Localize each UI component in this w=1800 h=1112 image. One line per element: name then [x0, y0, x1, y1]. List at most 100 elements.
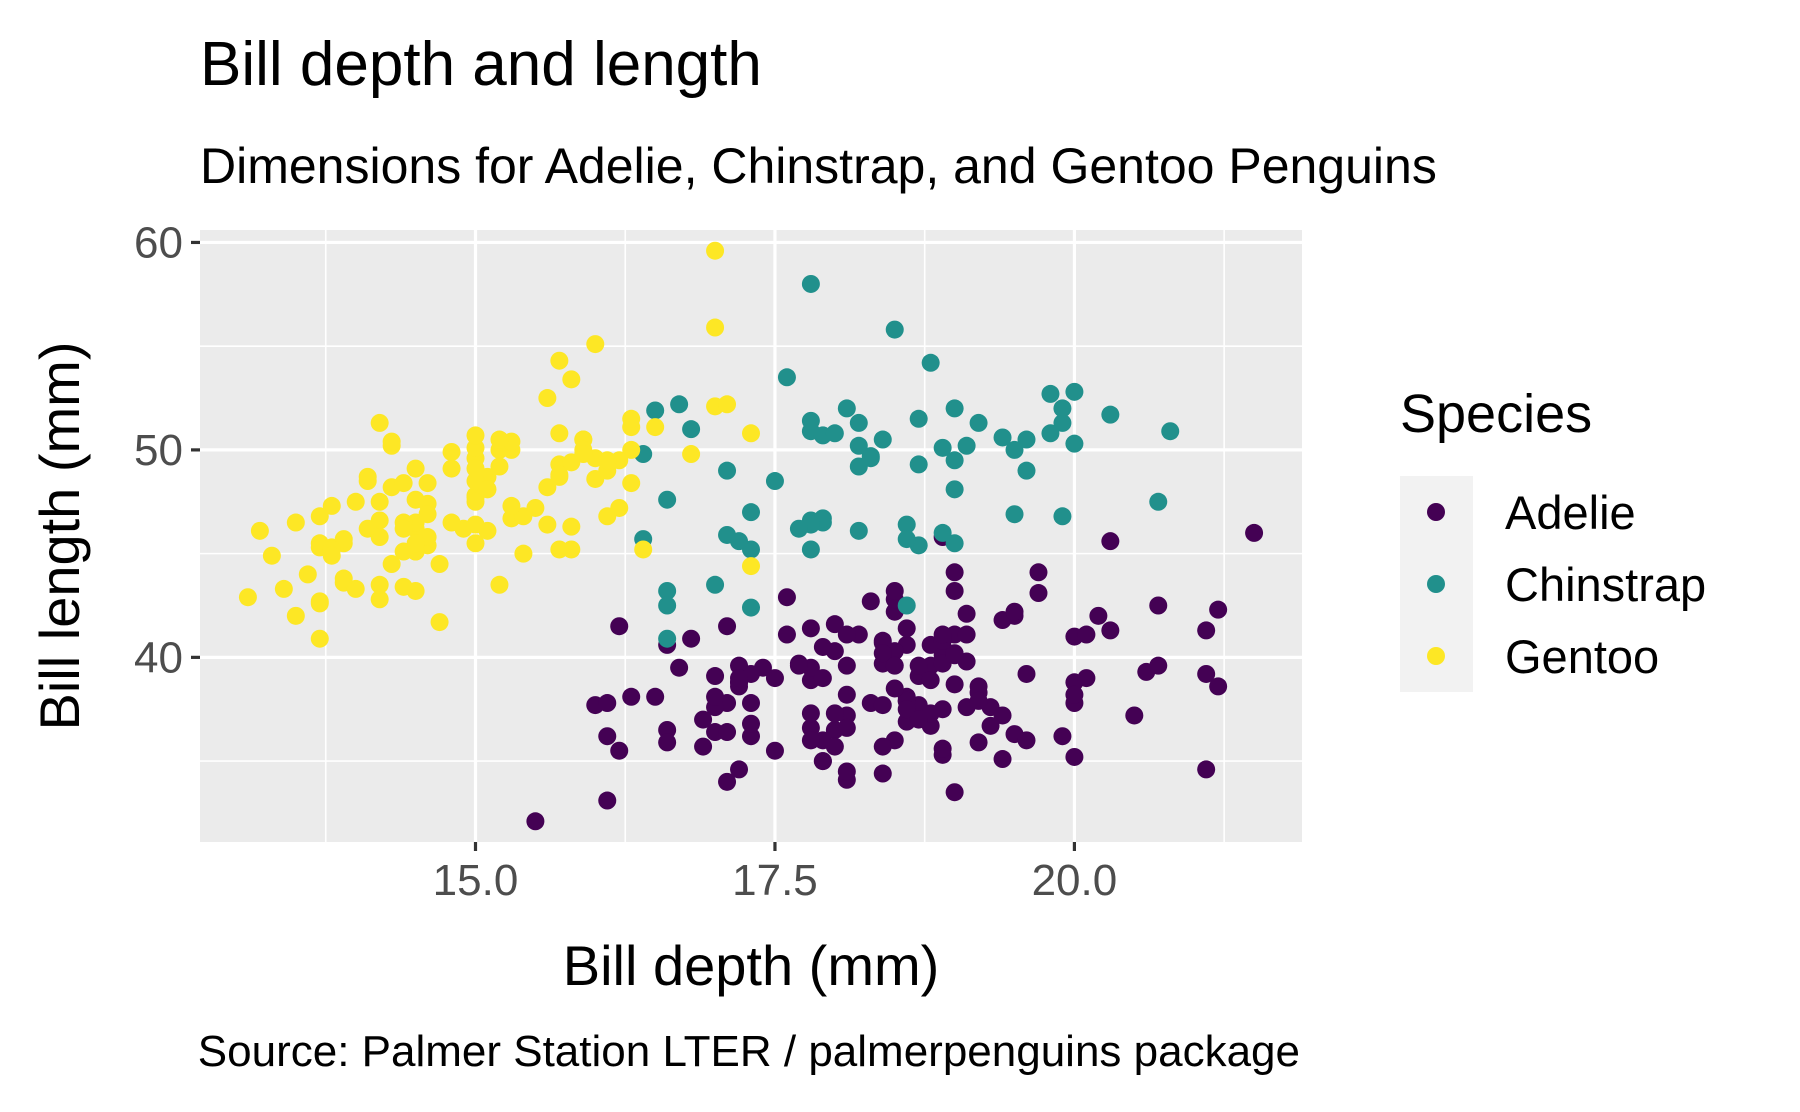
- data-point-adelie: [706, 687, 725, 706]
- data-point-adelie: [598, 694, 617, 713]
- data-point-adelie: [897, 619, 916, 638]
- data-point-gentoo: [574, 445, 593, 464]
- legend-key-chinstrap: [1427, 575, 1445, 593]
- data-point-chinstrap: [658, 490, 677, 509]
- x-axis-label: Bill depth (mm): [563, 934, 940, 997]
- data-point-gentoo: [538, 515, 557, 534]
- data-point-adelie: [969, 733, 988, 752]
- data-point-adelie: [1209, 677, 1228, 696]
- data-point-adelie: [730, 760, 749, 779]
- data-point-chinstrap: [933, 523, 952, 542]
- data-point-gentoo: [430, 555, 449, 574]
- data-point-adelie: [801, 619, 820, 638]
- data-point-chinstrap: [957, 436, 976, 455]
- chart-caption: Source: Palmer Station LTER / palmerpeng…: [198, 1027, 1300, 1076]
- data-point-adelie: [969, 691, 988, 710]
- data-point-gentoo: [562, 370, 581, 389]
- data-point-gentoo: [622, 409, 641, 428]
- data-point-chinstrap: [682, 420, 701, 439]
- data-point-adelie: [682, 629, 701, 648]
- data-point-chinstrap: [873, 430, 892, 449]
- data-point-chinstrap: [1017, 430, 1036, 449]
- data-point-adelie: [921, 671, 940, 690]
- data-point-chinstrap: [1149, 492, 1168, 511]
- data-point-chinstrap: [897, 515, 916, 534]
- data-point-adelie: [957, 604, 976, 623]
- data-point-adelie: [933, 625, 952, 644]
- data-point-adelie: [718, 617, 737, 636]
- data-point-gentoo: [502, 496, 521, 515]
- data-point-adelie: [873, 696, 892, 715]
- data-point-chinstrap: [789, 519, 808, 538]
- major-gridlines: [200, 230, 1302, 842]
- data-point-adelie: [598, 727, 617, 746]
- data-point-adelie: [837, 625, 856, 644]
- data-point-adelie: [765, 669, 784, 688]
- data-point-adelie: [1077, 625, 1096, 644]
- data-point-gentoo: [370, 575, 389, 594]
- data-point-chinstrap: [969, 413, 988, 432]
- data-point-gentoo: [310, 592, 329, 611]
- data-point-gentoo: [394, 474, 413, 493]
- data-point-chinstrap: [718, 461, 737, 480]
- data-point-chinstrap: [658, 629, 677, 648]
- data-point-adelie: [718, 772, 737, 791]
- data-point-gentoo: [706, 241, 725, 260]
- data-point-adelie: [885, 656, 904, 675]
- x-tick-label: 15.0: [433, 856, 519, 905]
- data-point-adelie: [873, 737, 892, 756]
- data-point-gentoo: [478, 480, 497, 499]
- data-point-gentoo: [562, 517, 581, 536]
- data-point-adelie: [861, 592, 880, 611]
- legend-label-adelie: Adelie: [1505, 486, 1636, 539]
- data-point-gentoo: [598, 451, 617, 470]
- data-point-chinstrap: [742, 503, 760, 522]
- data-point-gentoo: [442, 442, 461, 461]
- data-point-gentoo: [490, 575, 509, 594]
- data-point-adelie: [957, 625, 976, 644]
- data-point-adelie: [909, 656, 928, 675]
- data-point-adelie: [993, 750, 1012, 769]
- legend-label-chinstrap: Chinstrap: [1505, 558, 1706, 611]
- data-point-adelie: [813, 669, 832, 688]
- data-point-adelie: [837, 685, 856, 704]
- data-point-adelie: [1197, 760, 1216, 779]
- data-point-adelie: [873, 764, 892, 783]
- data-point-chinstrap: [1005, 440, 1024, 459]
- data-point-gentoo: [586, 335, 605, 354]
- legend-key-gentoo: [1427, 647, 1445, 665]
- data-point-adelie: [1101, 532, 1120, 551]
- data-point-chinstrap: [849, 521, 868, 540]
- data-point-adelie: [1149, 656, 1168, 675]
- data-point-chinstrap: [646, 401, 665, 420]
- data-point-chinstrap: [670, 395, 689, 414]
- data-point-gentoo: [286, 606, 305, 625]
- data-point-adelie: [825, 737, 844, 756]
- data-point-adelie: [777, 588, 796, 607]
- data-point-chinstrap: [849, 436, 868, 455]
- data-point-gentoo: [358, 519, 377, 538]
- data-point-chinstrap: [777, 368, 796, 387]
- data-point-gentoo: [550, 465, 569, 484]
- data-point-gentoo: [298, 565, 317, 584]
- data-point-gentoo: [334, 569, 353, 588]
- y-axis-label: Bill length (mm): [28, 342, 91, 731]
- data-point-gentoo: [634, 540, 653, 559]
- data-point-chinstrap: [945, 399, 964, 418]
- data-point-gentoo: [442, 459, 461, 478]
- data-point-chinstrap: [706, 575, 725, 594]
- data-point-chinstrap: [765, 472, 784, 491]
- data-point-gentoo: [550, 424, 569, 443]
- data-point-chinstrap: [801, 540, 820, 559]
- data-point-adelie: [742, 694, 760, 713]
- data-point-adelie: [765, 741, 784, 760]
- data-point-gentoo: [394, 519, 413, 538]
- data-point-adelie: [837, 656, 856, 675]
- axes: 15.0 17.5 20.0 40 50 60: [134, 218, 1117, 905]
- data-point-adelie: [1065, 685, 1084, 704]
- data-point-chinstrap: [945, 480, 964, 499]
- data-point-adelie: [1197, 664, 1216, 683]
- legend-label-gentoo: Gentoo: [1505, 630, 1659, 683]
- data-point-gentoo: [742, 424, 760, 443]
